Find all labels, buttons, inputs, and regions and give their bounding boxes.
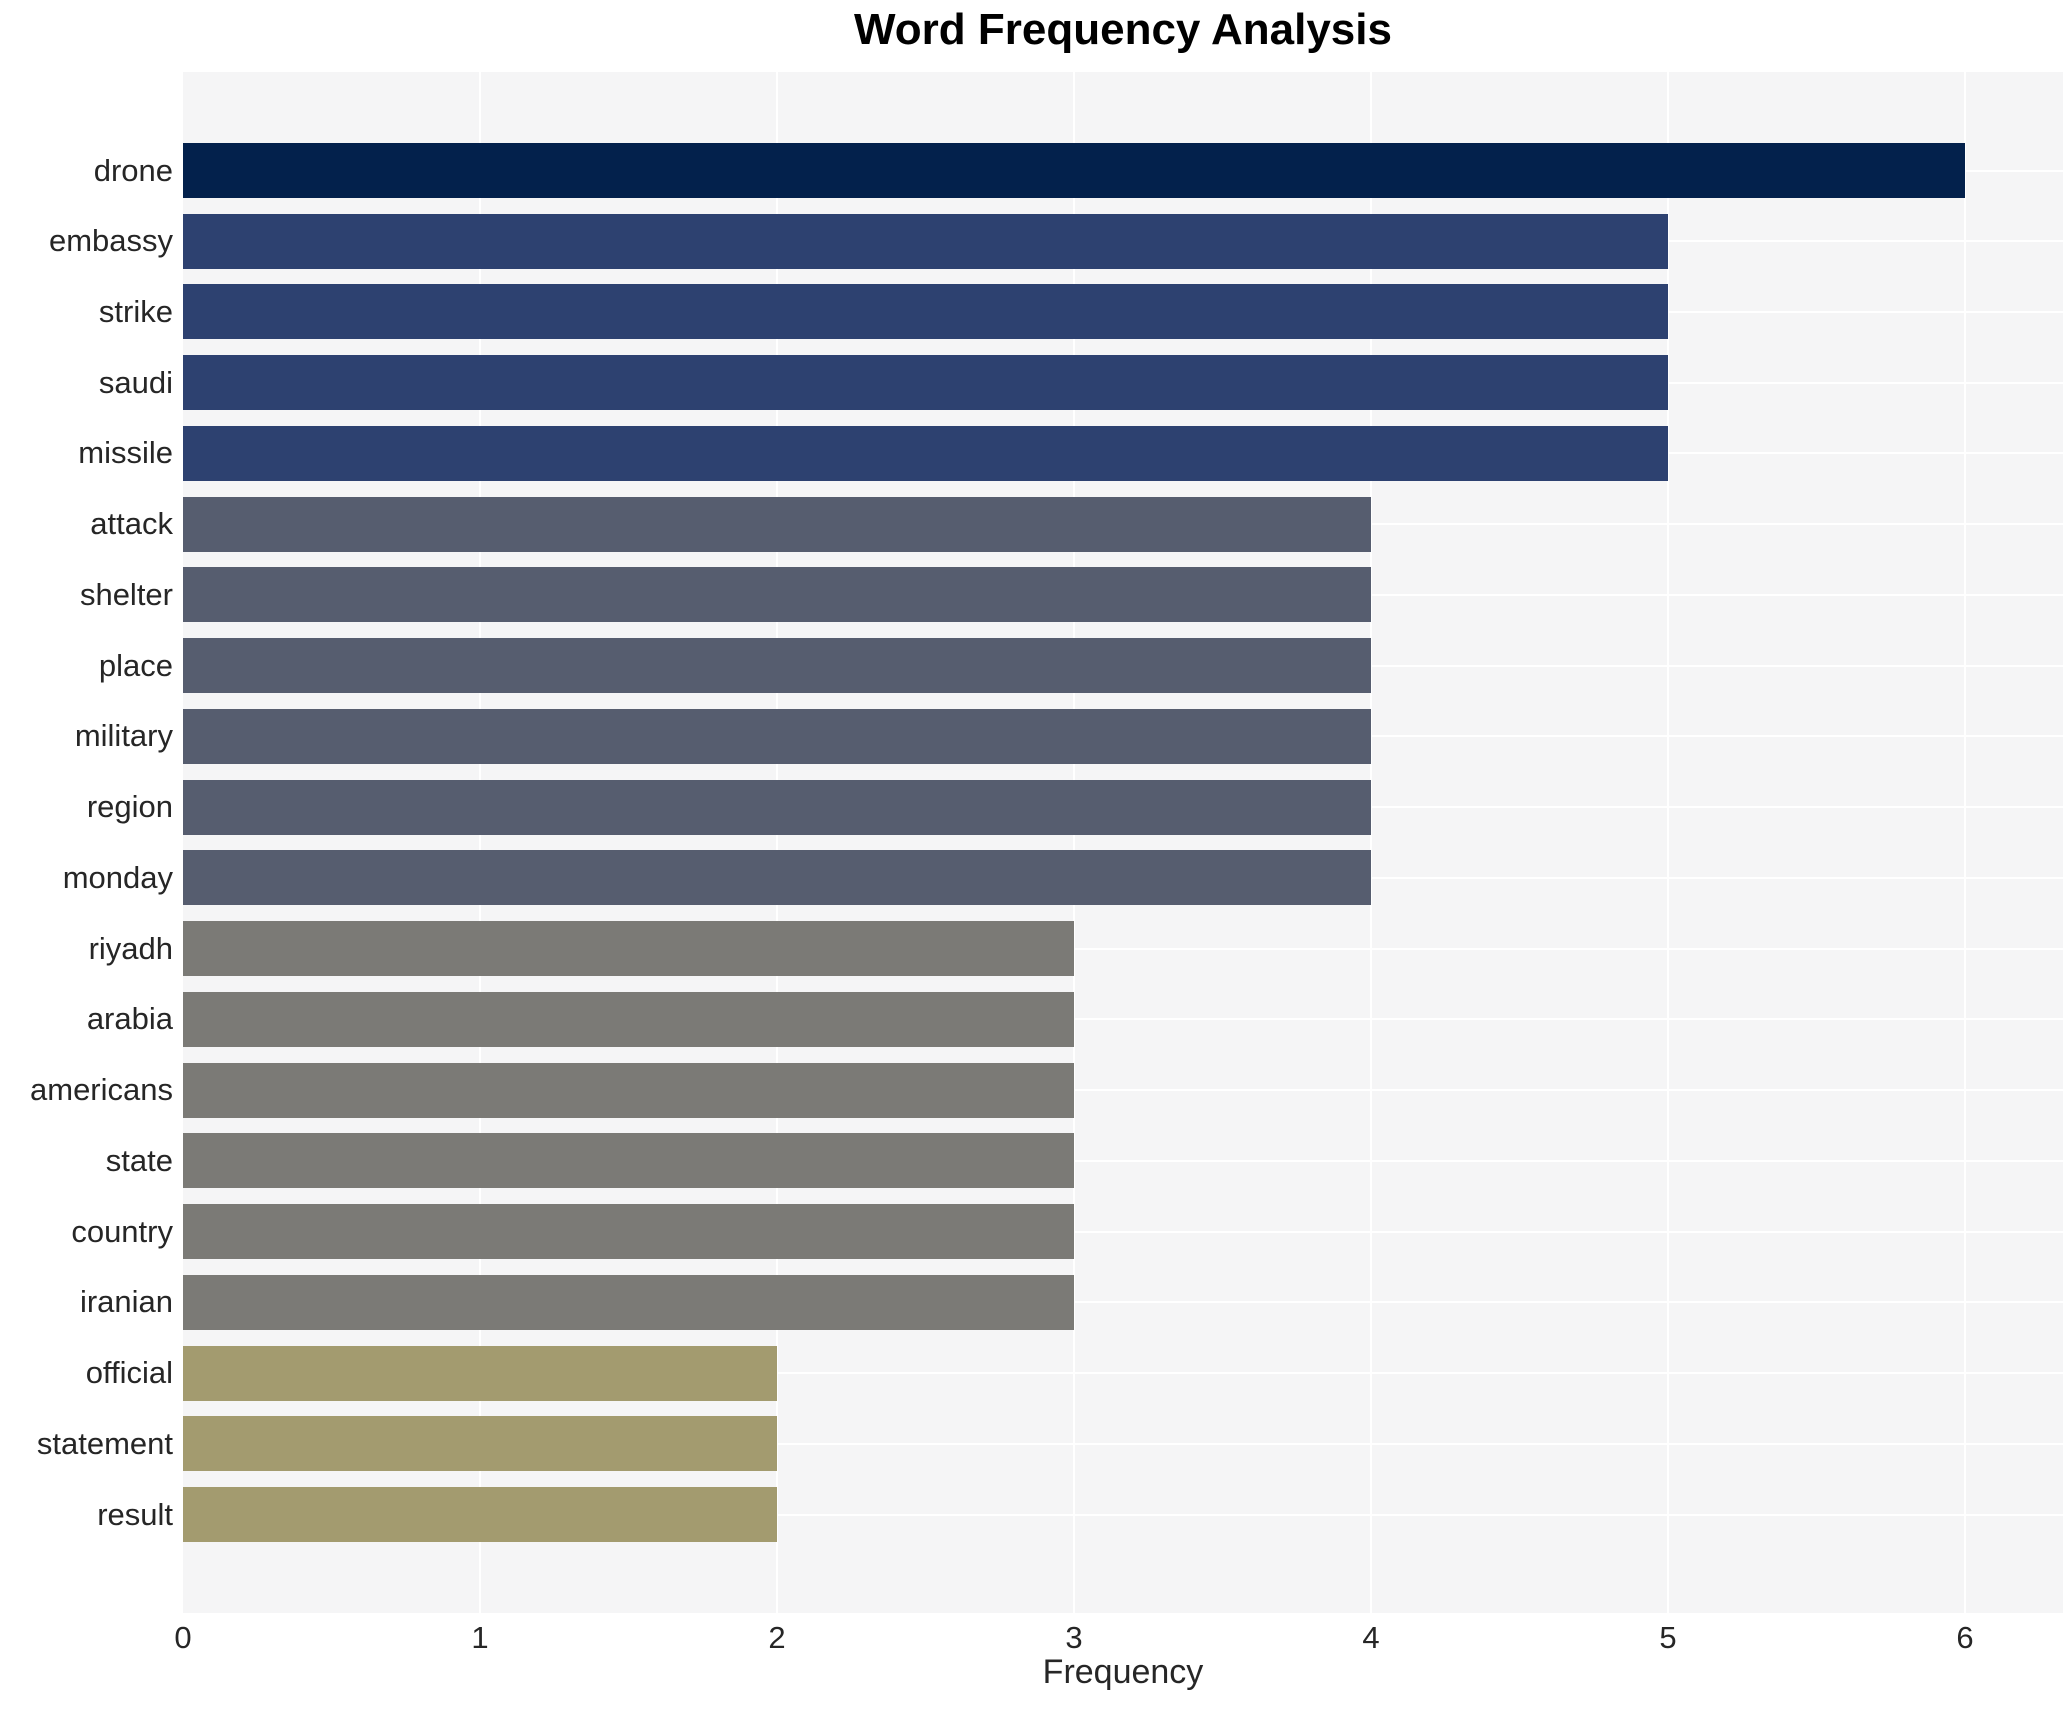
bar-arabia (183, 991, 1074, 1047)
y-tick-label: saudi (98, 364, 173, 400)
y-tick-label: state (105, 1142, 173, 1178)
y-tick-label: military (74, 718, 173, 754)
bar-monday (183, 850, 1371, 906)
y-tick-label: americans (30, 1072, 173, 1108)
x-tick-label: 1 (471, 1620, 489, 1655)
bar-place (183, 638, 1371, 694)
y-tick-label: embassy (48, 223, 173, 259)
gridline-horizontal (183, 1513, 2063, 1516)
gridline-horizontal (183, 947, 2063, 950)
bar-drone (183, 143, 1965, 198)
y-tick-label: result (97, 1496, 173, 1532)
gridline-vertical (776, 72, 778, 1613)
gridline-horizontal (183, 1372, 2063, 1375)
bar-americans (183, 1062, 1074, 1118)
gridline-horizontal (183, 1089, 2063, 1092)
bar-riyadh (183, 921, 1074, 977)
gridline-vertical (479, 72, 481, 1613)
gridline-horizontal (183, 1230, 2063, 1233)
bar-state (183, 1133, 1074, 1189)
gridline-vertical (1667, 72, 1669, 1613)
bar-attack (183, 496, 1371, 552)
bar-official (183, 1345, 777, 1401)
y-tick-label: drone (93, 152, 173, 188)
bar-strike (183, 284, 1668, 340)
x-tick-label: 6 (1956, 1620, 1974, 1655)
x-tick-label: 3 (1065, 1620, 1083, 1655)
bar-statement (183, 1416, 777, 1472)
y-tick-label: arabia (86, 1001, 173, 1037)
y-tick-label: iranian (79, 1284, 173, 1320)
gridline-vertical (1964, 72, 1966, 1613)
chart-title: Word Frequency Analysis (854, 5, 1392, 54)
bar-saudi (183, 355, 1668, 411)
gridline-vertical (1073, 72, 1075, 1613)
y-tick-label: statement (36, 1425, 173, 1461)
x-axis-label: Frequency (1042, 1653, 1204, 1691)
y-tick-label: official (85, 1355, 173, 1391)
y-tick-label: region (86, 789, 173, 825)
gridline-horizontal (183, 1159, 2063, 1162)
bar-missile (183, 425, 1668, 481)
y-tick-label: riyadh (88, 930, 173, 966)
bar-military (183, 708, 1371, 764)
y-tick-label: strike (98, 293, 173, 329)
x-tick-label: 0 (174, 1620, 192, 1655)
y-tick-label: attack (90, 506, 173, 542)
gridline-horizontal (183, 1301, 2063, 1304)
x-tick-label: 2 (768, 1620, 786, 1655)
x-tick-label: 5 (1659, 1620, 1677, 1655)
x-tick-label: 4 (1362, 1620, 1380, 1655)
bar-embassy (183, 213, 1668, 269)
y-tick-label: missile (78, 435, 173, 471)
gridline-horizontal (183, 1018, 2063, 1021)
bar-shelter (183, 567, 1371, 623)
bar-result (183, 1487, 777, 1542)
y-tick-label: place (98, 647, 173, 683)
y-tick-label: country (71, 1213, 173, 1249)
y-tick-label: shelter (79, 576, 173, 612)
plot-area (183, 72, 2063, 1613)
bar-region (183, 779, 1371, 835)
gridline-horizontal (183, 1442, 2063, 1445)
bar-country (183, 1204, 1074, 1260)
y-tick-label: monday (62, 859, 173, 895)
gridline-vertical (1370, 72, 1372, 1613)
bar-iranian (183, 1274, 1074, 1330)
